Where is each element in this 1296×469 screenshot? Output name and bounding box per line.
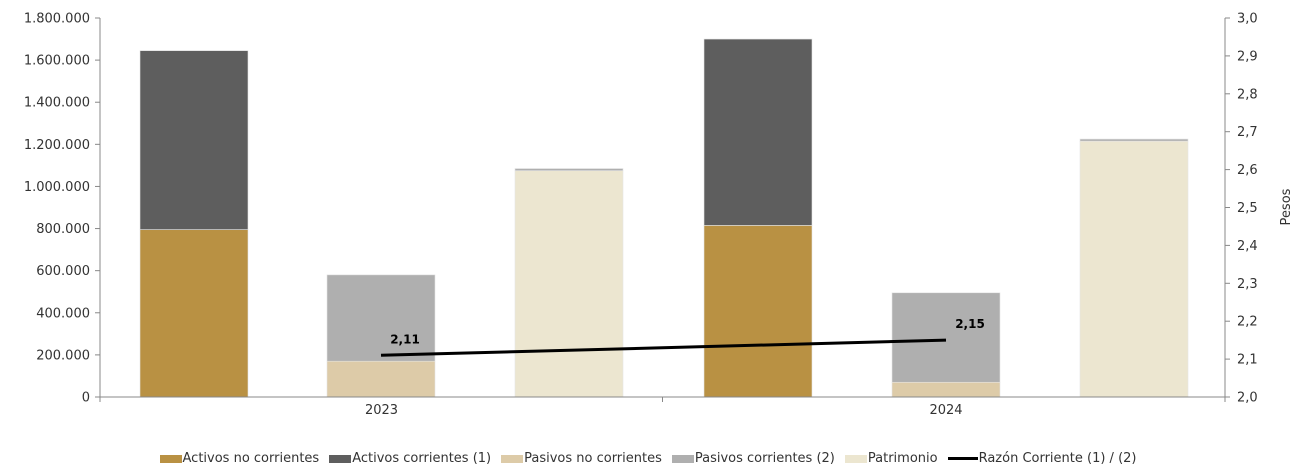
right-tick-label: 2,1 xyxy=(1237,353,1258,368)
bar-2024-patrimonio xyxy=(1079,140,1189,398)
legend-swatch xyxy=(671,454,694,463)
right-tick-label: 2,7 xyxy=(1237,125,1258,140)
right-tick-label: 2,6 xyxy=(1237,163,1258,178)
legend-label: Razón Corriente (1) / (2) xyxy=(978,451,1137,466)
legend-label: Patrimonio xyxy=(867,451,938,466)
bar-2024-activos-no-corrientes xyxy=(703,225,813,398)
bar-2023-patrimonio xyxy=(514,170,624,398)
bar-2024-pasivos-corrientes-2- xyxy=(891,292,1001,383)
legend-item: Razón Corriente (1) / (2) xyxy=(947,451,1137,466)
right-tick-label: 2,2 xyxy=(1237,315,1258,330)
ratio-data-label: 2,11 xyxy=(390,332,420,346)
x-tick-label: 2024 xyxy=(929,403,962,418)
bar-2023-activos-corrientes-1- xyxy=(139,50,249,230)
left-tick-label: 1.200.000 xyxy=(24,138,90,153)
left-tick-label: 800.000 xyxy=(36,222,90,237)
right-axis-title: Pesos xyxy=(1279,188,1294,225)
legend-item: Activos no corrientes xyxy=(159,451,320,466)
bar-2024-pasivos-corrientes-2- xyxy=(1079,138,1189,142)
ratio-data-label: 2,15 xyxy=(955,317,985,331)
right-tick-label: 2,9 xyxy=(1237,49,1258,64)
axes-layer: 0 200.000 400.000 600.000 800.000 1.000.000 1.… xyxy=(24,12,1258,419)
right-tick-label: 3,0 xyxy=(1237,12,1258,27)
legend: Activos no corrientes Activos corrientes … xyxy=(0,451,1296,466)
right-tick-label: 2,4 xyxy=(1237,239,1258,254)
legend-label: Pasivos corrientes (2) xyxy=(694,451,835,466)
legend-label: Activos no corrientes xyxy=(182,451,320,466)
bar-2024-pasivos-no-corrientes xyxy=(891,381,1001,398)
legend-swatch xyxy=(159,454,182,463)
left-tick-label: 1.800.000 xyxy=(24,12,90,27)
left-tick-label: 1.000.000 xyxy=(24,180,90,195)
left-tick-label: 400.000 xyxy=(36,306,90,321)
right-tick-label: 2,3 xyxy=(1237,277,1258,292)
legend-swatch xyxy=(329,454,352,463)
left-tick-label: 200.000 xyxy=(36,348,90,363)
ratio-line-layer: 2,11 2,15 xyxy=(380,317,985,357)
legend-swatch xyxy=(947,457,978,460)
left-tick-label: 1.400.000 xyxy=(24,96,90,111)
bar-2023-activos-no-corrientes xyxy=(139,229,249,398)
bar-2024-activos-corrientes-1- xyxy=(703,38,813,226)
legend-swatch xyxy=(501,454,524,463)
left-tick-label: 1.600.000 xyxy=(24,54,90,69)
right-tick-label: 2,8 xyxy=(1237,87,1258,102)
bar-2023-pasivos-corrientes-2- xyxy=(514,168,624,171)
legend-item: Pasivos corrientes (2) xyxy=(671,451,835,466)
right-tick-label: 2,0 xyxy=(1237,391,1258,406)
legend-swatch xyxy=(844,454,867,463)
left-tick-label: 0 xyxy=(82,391,90,406)
bar-2023-pasivos-no-corrientes xyxy=(326,360,436,398)
bars-layer xyxy=(139,38,1189,398)
bar-2023-pasivos-corrientes-2- xyxy=(326,274,436,362)
left-tick-label: 600.000 xyxy=(36,264,90,279)
legend-item: Patrimonio xyxy=(844,451,938,466)
right-tick-label: 2,5 xyxy=(1237,201,1258,216)
legend-item: Activos corrientes (1) xyxy=(329,451,491,466)
legend-label: Activos corrientes (1) xyxy=(352,451,492,466)
ratio-line xyxy=(380,338,947,357)
legend-label: Pasivos no corrientes xyxy=(524,451,662,466)
legend-item: Pasivos no corrientes xyxy=(501,451,662,466)
x-tick-label: 2023 xyxy=(365,403,398,418)
